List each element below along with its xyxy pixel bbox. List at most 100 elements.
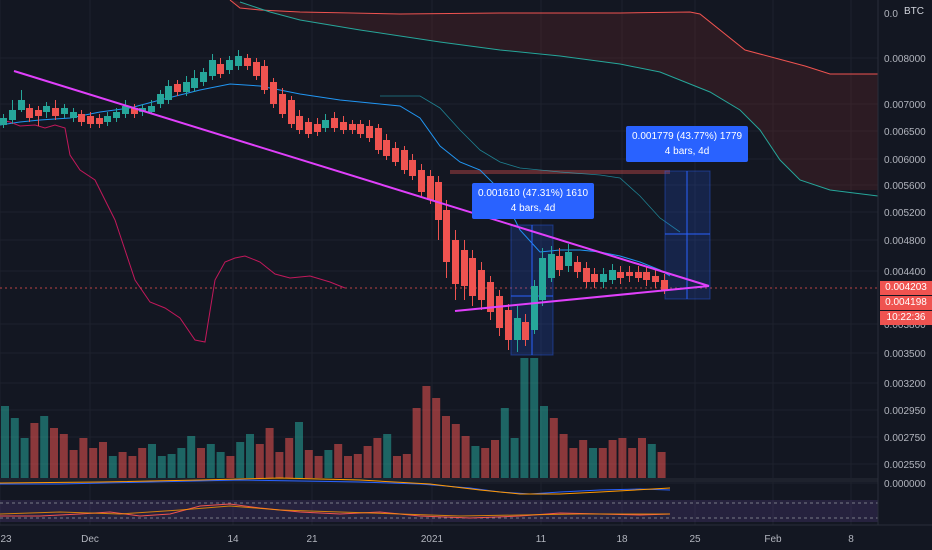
candle[interactable]: [469, 250, 476, 306]
candle[interactable]: [574, 256, 581, 278]
candle[interactable]: [87, 112, 94, 128]
candle[interactable]: [61, 104, 68, 118]
time-axis-label: Dec: [81, 534, 99, 545]
candle[interactable]: [296, 110, 303, 134]
candle[interactable]: [452, 230, 459, 300]
candle[interactable]: [591, 268, 598, 288]
candle[interactable]: [165, 80, 172, 104]
candle[interactable]: [357, 120, 364, 138]
candle[interactable]: [52, 100, 59, 120]
candle[interactable]: [78, 110, 85, 126]
candle[interactable]: [0, 114, 7, 128]
candle[interactable]: [505, 304, 512, 350]
oscillator-panes: [0, 477, 878, 522]
callout-2-line1: 0.001779 (43.77%) 1779: [632, 131, 743, 142]
measure-callout-1[interactable]: 0.001610 (47.31%) 1610 4 bars, 4d: [472, 183, 595, 219]
candle[interactable]: [253, 58, 260, 80]
candle[interactable]: [643, 266, 650, 286]
candle[interactable]: [148, 100, 155, 114]
candle[interactable]: [366, 120, 373, 142]
candle[interactable]: [279, 88, 286, 118]
time-axis-label: 14: [227, 534, 239, 545]
candle[interactable]: [583, 262, 590, 288]
candle[interactable]: [122, 100, 129, 118]
candle[interactable]: [443, 200, 450, 278]
price-axis-label: 0.007000: [884, 100, 926, 111]
projection-boxes[interactable]: [510, 170, 711, 356]
candle[interactable]: [635, 266, 642, 282]
candle[interactable]: [392, 142, 399, 166]
candle[interactable]: [461, 240, 468, 300]
candle[interactable]: [427, 170, 434, 204]
candle[interactable]: [26, 104, 33, 122]
triangle-pattern[interactable]: [13, 70, 710, 312]
candle[interactable]: [340, 116, 347, 134]
candle[interactable]: [401, 146, 408, 174]
candle[interactable]: [288, 96, 295, 128]
candle[interactable]: [539, 248, 546, 306]
candle[interactable]: [96, 114, 103, 128]
candle[interactable]: [322, 114, 329, 132]
candle[interactable]: [600, 268, 607, 288]
callout-2-line2: 4 bars, 4d: [664, 146, 710, 157]
time-axis-label: 21: [306, 534, 318, 545]
candle[interactable]: [174, 80, 181, 96]
candle[interactable]: [418, 164, 425, 196]
price-axis-label: 0.005600: [884, 181, 926, 192]
price-axis-label: 0.002950: [884, 406, 926, 417]
candle[interactable]: [244, 54, 251, 70]
candle[interactable]: [226, 56, 233, 74]
price-axis-label-top: 0.0: [884, 9, 898, 20]
candle[interactable]: [235, 50, 242, 70]
candle[interactable]: [209, 54, 216, 80]
candle[interactable]: [514, 306, 521, 352]
candle[interactable]: [626, 266, 633, 282]
candle[interactable]: [183, 76, 190, 96]
candle[interactable]: [496, 290, 503, 336]
candle[interactable]: [70, 108, 77, 122]
candle[interactable]: [217, 58, 224, 78]
candle[interactable]: [131, 104, 138, 118]
candle[interactable]: [609, 264, 616, 284]
candle[interactable]: [314, 118, 321, 136]
candle[interactable]: [409, 154, 416, 180]
candle[interactable]: [435, 176, 442, 240]
candle[interactable]: [261, 60, 268, 94]
candle[interactable]: [270, 78, 277, 108]
price-axis-label: 0.004800: [884, 236, 926, 247]
candle[interactable]: [617, 266, 624, 284]
candle[interactable]: [157, 90, 164, 108]
time-axis-label: 23: [0, 534, 12, 545]
candle[interactable]: [9, 100, 16, 124]
price-axis[interactable]: 0.008000 0.007000 0.006500 0.006000 0.005600…: [877, 0, 932, 550]
candle[interactable]: [375, 124, 382, 154]
candle[interactable]: [565, 244, 572, 272]
time-axis-label: 18: [616, 534, 628, 545]
candle[interactable]: [305, 118, 312, 138]
candle[interactable]: [35, 106, 42, 126]
candle[interactable]: [652, 270, 659, 288]
candle[interactable]: [548, 246, 555, 282]
countdown-tag: 10:22:36: [880, 311, 932, 325]
candle[interactable]: [478, 262, 485, 310]
candle[interactable]: [349, 120, 356, 134]
measure-callout-2[interactable]: 0.001779 (43.77%) 1779 4 bars, 4d: [626, 126, 749, 162]
candle[interactable]: [43, 102, 50, 118]
candle[interactable]: [18, 90, 25, 112]
candle[interactable]: [522, 314, 529, 346]
callout-1-line2: 4 bars, 4d: [510, 203, 556, 214]
time-axis[interactable]: 23 Dec 14 21 2021 11 18 25 Feb 8: [0, 524, 932, 545]
candle[interactable]: [104, 112, 111, 126]
candle[interactable]: [113, 108, 120, 122]
candle[interactable]: [531, 280, 538, 334]
candle[interactable]: [487, 276, 494, 320]
candle[interactable]: [556, 248, 563, 276]
candle[interactable]: [200, 68, 207, 86]
candle[interactable]: [383, 134, 390, 160]
candle[interactable]: [191, 70, 198, 92]
price-axis-label: 0.008000: [884, 54, 926, 65]
candle[interactable]: [331, 112, 338, 132]
time-axis-label: 25: [689, 534, 701, 545]
candlesticks[interactable]: [0, 50, 668, 352]
